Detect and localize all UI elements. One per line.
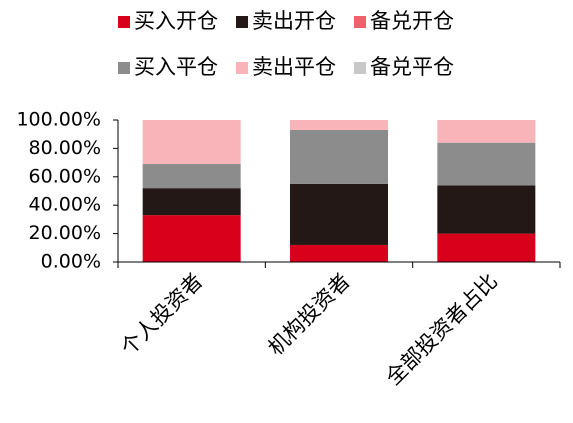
y-tick-label: 0.00% [41,251,101,273]
y-tick-label: 100.00% [16,109,101,131]
bar-segment [142,120,241,165]
bar-segment [142,188,241,216]
legend-label: 买入平仓 [134,55,218,79]
legend-swatch [354,16,366,28]
x-tick-label: 个人投资者 [116,269,207,360]
legend-swatch [236,16,248,28]
legend-label: 备兑平仓 [370,55,454,79]
legend-swatch [118,62,130,74]
bar-segment [437,142,536,186]
legend-label: 卖出开仓 [252,9,336,33]
y-tick-label: 60.00% [29,165,101,187]
legend-label: 备兑开仓 [370,9,454,33]
y-tick-label: 80.00% [29,137,101,159]
bar-segment [437,185,536,234]
bar-segment [290,183,388,245]
bar-segment [437,233,536,262]
x-tick-label: 全部投资者占比 [381,269,502,390]
legend-label: 买入开仓 [134,9,218,33]
bar-segment [290,120,388,130]
bar-segment [142,164,241,189]
bar-segment [437,120,536,143]
legend-label: 卖出平仓 [252,55,336,79]
y-tick-label: 40.00% [29,194,101,216]
legend-swatch [354,62,366,74]
bar-segment [290,244,388,262]
bar-segment [290,129,388,184]
x-tick-label: 机构投资者 [264,269,355,360]
y-tick-label: 20.00% [29,222,101,244]
legend-swatch [118,16,130,28]
legend-swatch [236,62,248,74]
bar-segment [142,215,241,262]
